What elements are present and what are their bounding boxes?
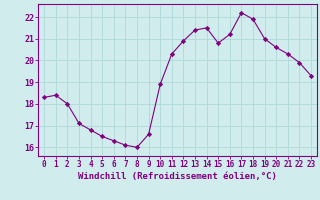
X-axis label: Windchill (Refroidissement éolien,°C): Windchill (Refroidissement éolien,°C) [78,172,277,181]
